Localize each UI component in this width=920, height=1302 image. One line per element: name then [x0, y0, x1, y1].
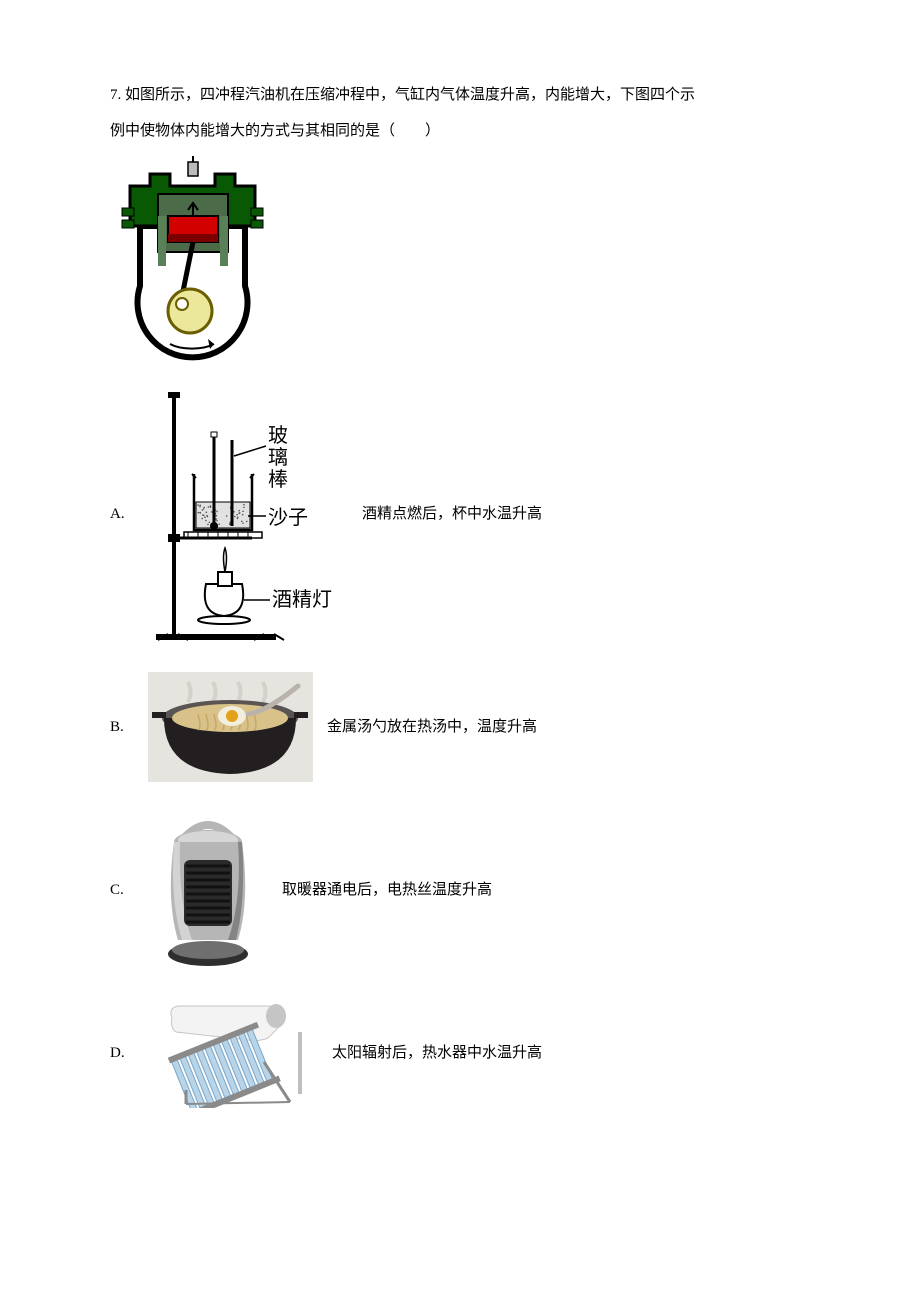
choice-c-letter: C. [110, 875, 134, 905]
choice-d-text: 太阳辐射后，热水器中水温升高 [332, 1038, 830, 1068]
question-text-line-1: 如图所示，四冲程汽油机在压缩冲程中，气缸内气体温度升高，内能增大，下图四个示 [125, 87, 695, 103]
choice-b-diagram [148, 672, 313, 782]
svg-text:酒精灯: 酒精灯 [272, 588, 332, 611]
choice-a: A. 玻璃棒沙子酒精灯 酒精点燃后，杯中水温升高 [110, 384, 830, 644]
choice-d-diagram [148, 998, 318, 1108]
svg-text:玻: 玻 [268, 424, 288, 447]
svg-text:沙子: 沙子 [268, 507, 308, 529]
choice-b-text: 金属汤勺放在热汤中，温度升高 [327, 712, 830, 742]
choice-c-diagram [148, 810, 268, 970]
choice-d-letter: D. [110, 1038, 134, 1068]
question-number: 7. [110, 87, 121, 103]
svg-text:棒: 棒 [268, 468, 288, 491]
choice-b-letter: B. [110, 712, 134, 742]
choice-a-letter: A. [110, 499, 134, 529]
engine-diagram [110, 156, 830, 366]
choice-d: D. 太阳辐射后，热水器中水温升高 [110, 998, 830, 1108]
choice-c-text: 取暖器通电后，电热丝温度升高 [282, 875, 830, 905]
choice-c: C. 取暖器通电后，电热丝温度升高 [110, 810, 830, 970]
choice-b: B. 金属汤勺放在热汤中，温度升高 [110, 672, 830, 782]
svg-text:璃: 璃 [268, 446, 288, 469]
page: 7. 如图所示，四冲程汽油机在压缩冲程中，气缸内气体温度升高，内能增大，下图四个… [0, 0, 920, 1302]
question-text-line-2: 例中使物体内能增大的方式与其相同的是（ ） [110, 116, 830, 146]
choice-a-diagram: 玻璃棒沙子酒精灯 [148, 384, 348, 644]
question-stem: 7. 如图所示，四冲程汽油机在压缩冲程中，气缸内气体温度升高，内能增大，下图四个… [110, 80, 830, 146]
choice-a-text: 酒精点燃后，杯中水温升高 [362, 499, 830, 529]
